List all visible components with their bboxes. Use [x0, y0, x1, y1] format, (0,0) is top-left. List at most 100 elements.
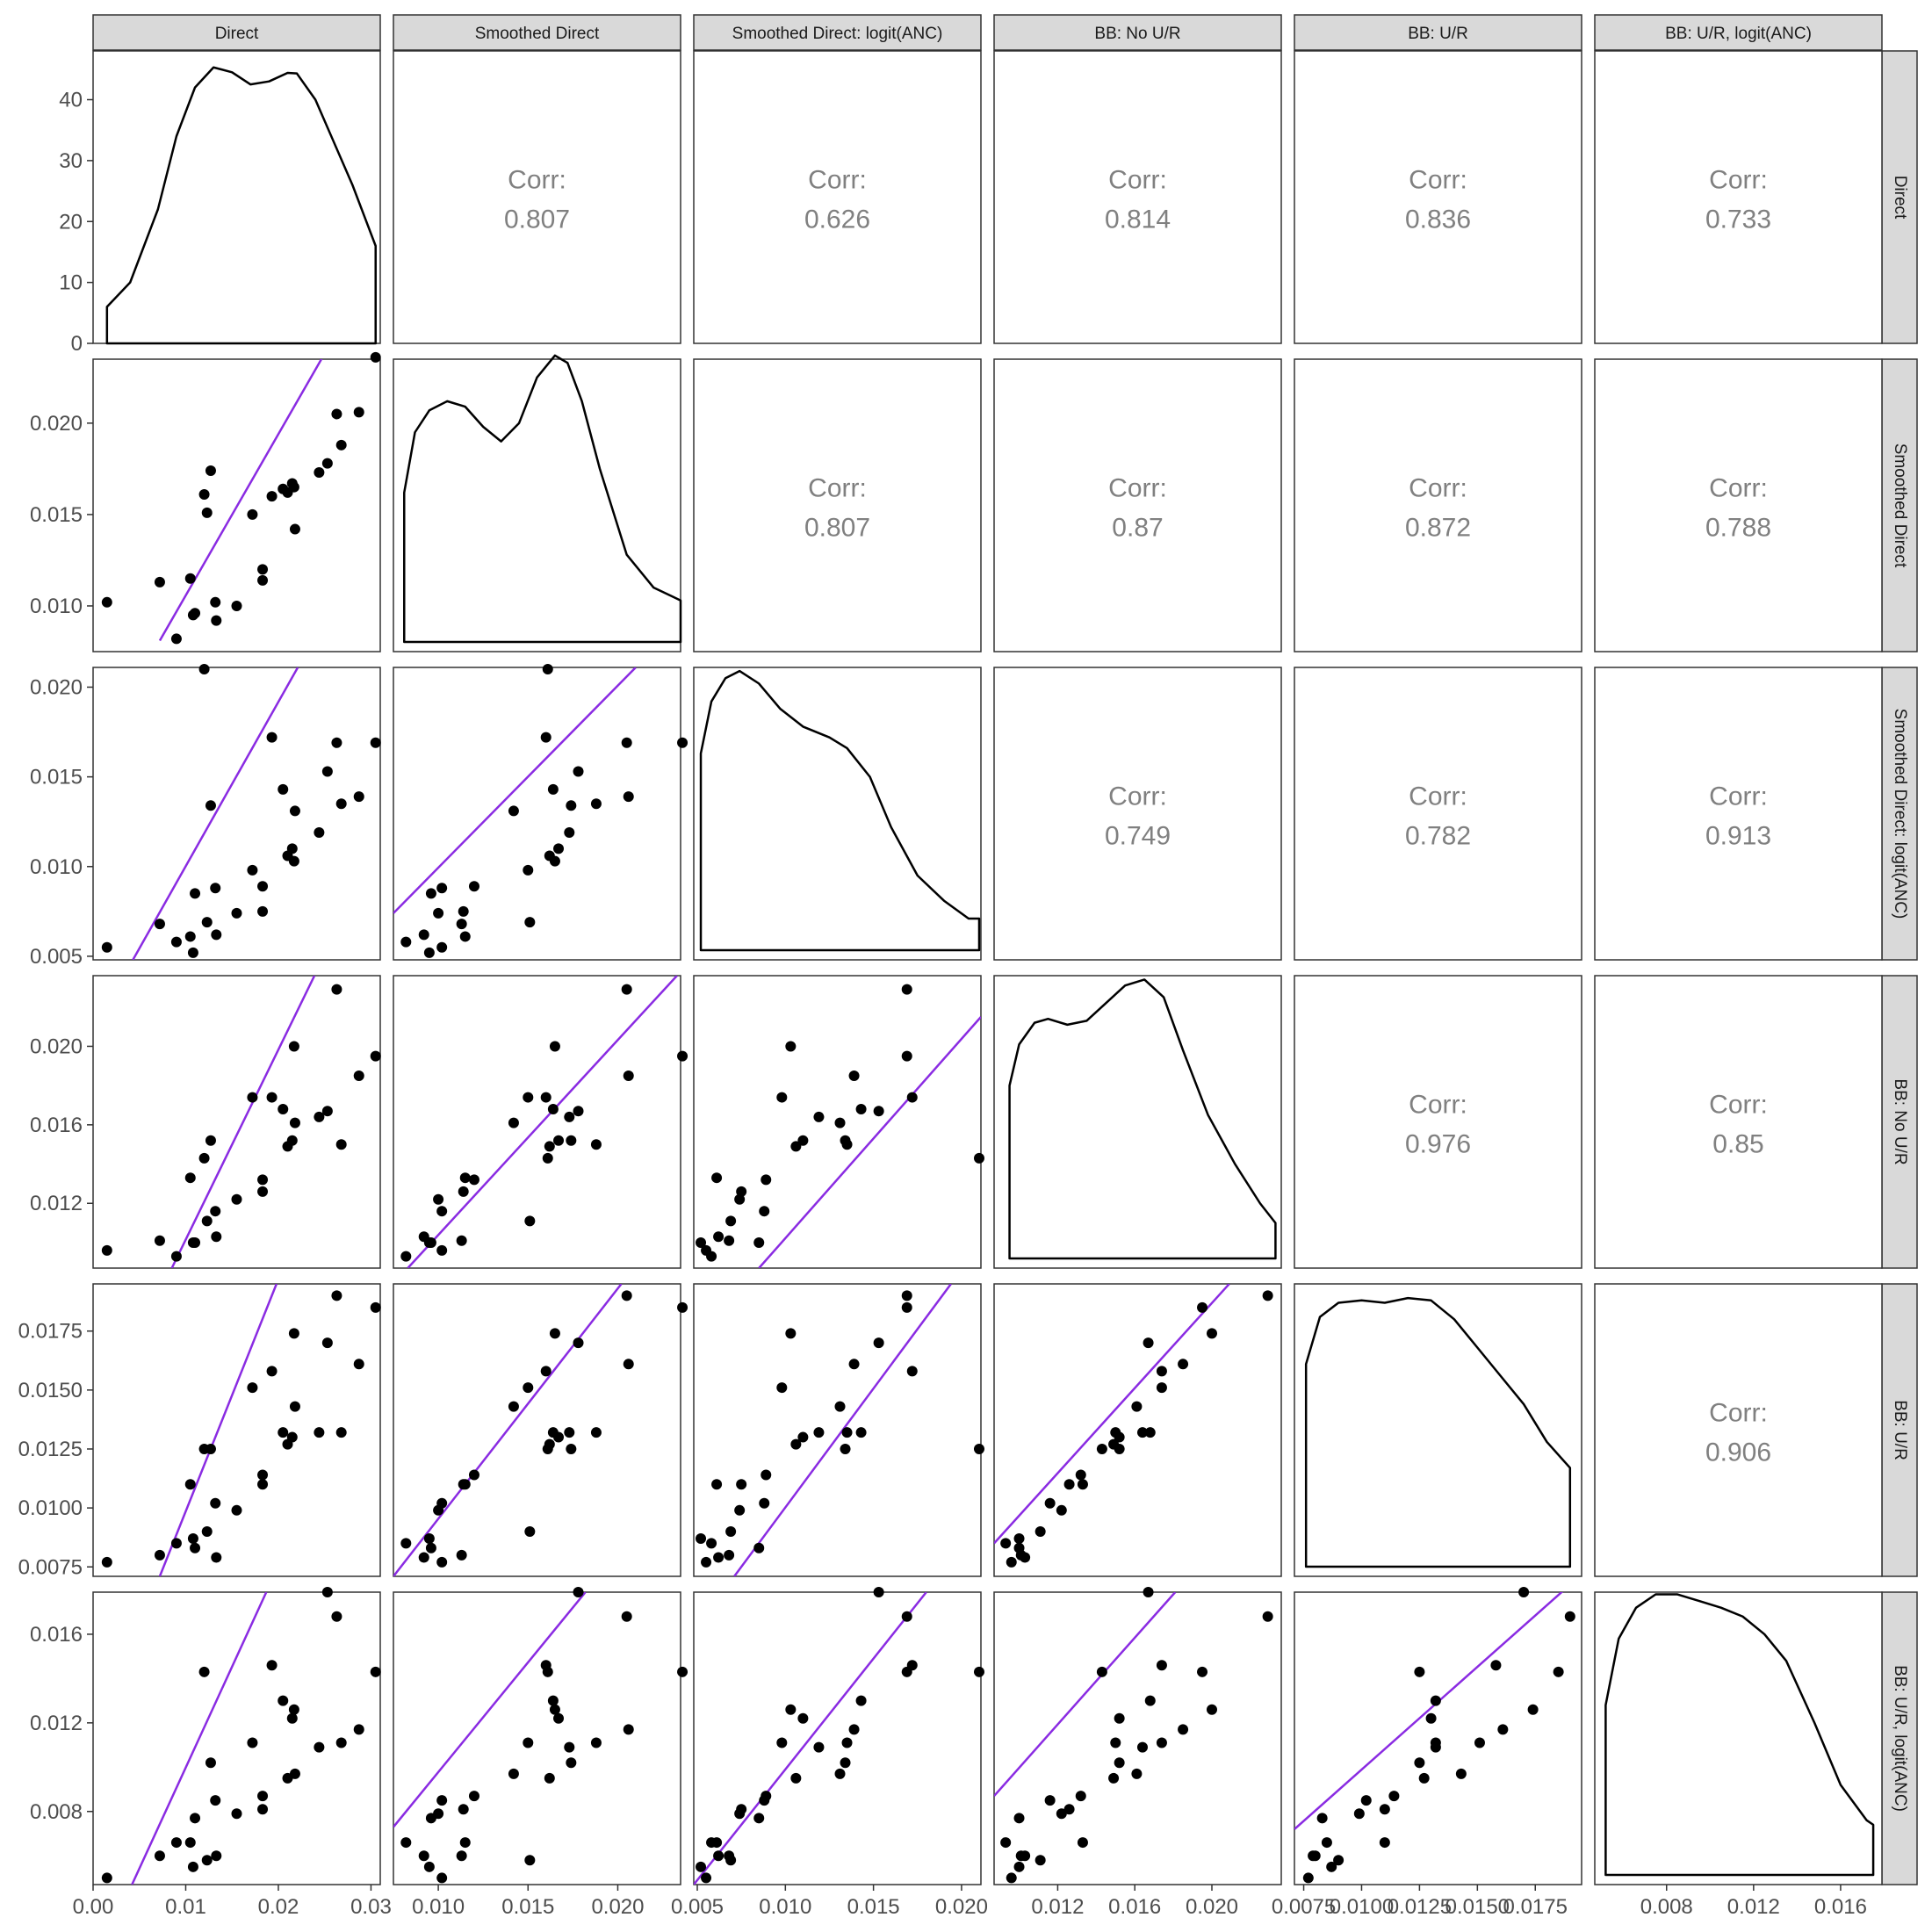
- data-point: [286, 1712, 298, 1724]
- data-point: [205, 1757, 216, 1769]
- data-point: [459, 1172, 471, 1184]
- y-tick-label: 0.0175: [18, 1320, 83, 1344]
- data-point: [101, 1244, 112, 1256]
- data-point: [790, 1438, 802, 1450]
- x-tick-label: 0.012: [1727, 1895, 1780, 1919]
- y-tick-label: 0.0100: [18, 1496, 83, 1520]
- data-point: [677, 1301, 688, 1313]
- data-point: [266, 1366, 278, 1377]
- x-tick-label: 0.020: [935, 1895, 988, 1919]
- data-point: [314, 1741, 325, 1753]
- data-point: [696, 1236, 707, 1248]
- data-point: [855, 1427, 867, 1438]
- data-point: [776, 1092, 788, 1103]
- y-tick-label: 0.0075: [18, 1555, 83, 1579]
- data-point: [190, 888, 201, 899]
- column-strip: [393, 14, 681, 51]
- data-point: [776, 1737, 788, 1748]
- data-point: [418, 1850, 429, 1862]
- data-point: [257, 564, 269, 575]
- x-tick-label: 0.016: [1108, 1895, 1161, 1919]
- data-point: [701, 1556, 712, 1568]
- corr-label: Corr:: [1409, 782, 1467, 811]
- data-point: [184, 931, 196, 942]
- data-point: [1418, 1772, 1430, 1784]
- data-point: [101, 1556, 112, 1568]
- data-point: [1527, 1704, 1539, 1715]
- data-point: [701, 1872, 712, 1884]
- data-point: [190, 1813, 201, 1824]
- data-point: [1108, 1438, 1120, 1450]
- data-point: [1353, 1808, 1365, 1820]
- data-point: [289, 1117, 300, 1128]
- data-point: [198, 489, 210, 501]
- x-tick-label: 0.008: [1640, 1895, 1693, 1919]
- data-point: [436, 1244, 448, 1256]
- data-point: [1302, 1872, 1314, 1884]
- data-point: [711, 1837, 723, 1849]
- data-point: [566, 1135, 577, 1146]
- panel: [393, 1591, 681, 1885]
- data-point: [1108, 1772, 1120, 1784]
- data-point: [190, 1542, 201, 1554]
- data-point: [314, 1111, 325, 1122]
- x-tick-label: 0.010: [412, 1895, 465, 1919]
- data-point: [458, 1804, 469, 1815]
- data-point: [314, 826, 325, 838]
- data-point: [540, 1092, 551, 1103]
- data-point: [1206, 1704, 1217, 1715]
- data-point: [873, 1106, 884, 1117]
- data-point: [901, 984, 912, 995]
- data-point: [456, 919, 467, 930]
- panel: [693, 50, 982, 344]
- data-point: [1144, 1695, 1156, 1706]
- data-point: [1075, 1469, 1086, 1481]
- data-point: [423, 947, 435, 958]
- data-point: [1114, 1757, 1125, 1769]
- fit-line: [158, 359, 323, 642]
- data-point: [1178, 1359, 1189, 1370]
- column-strip: [693, 14, 982, 51]
- data-point: [335, 439, 347, 451]
- panel: [1594, 667, 1883, 961]
- data-point: [553, 1712, 565, 1724]
- data-point: [906, 1366, 918, 1377]
- data-point: [468, 881, 479, 892]
- data-point: [257, 1186, 269, 1197]
- y-tick-label: 10: [59, 271, 83, 295]
- data-point: [187, 947, 198, 958]
- data-point: [266, 1660, 278, 1671]
- data-point: [1136, 1741, 1148, 1753]
- data-point: [834, 1768, 846, 1779]
- data-point: [696, 1861, 707, 1872]
- data-point: [198, 664, 210, 675]
- data-point: [335, 1139, 347, 1150]
- data-point: [547, 783, 559, 795]
- panel: [1294, 975, 1582, 1269]
- data-point: [1156, 1660, 1167, 1671]
- data-point: [901, 1666, 912, 1677]
- data-point: [761, 1791, 772, 1802]
- column-strip-label: BB: No U/R: [1094, 25, 1180, 43]
- corr-label: Corr:: [1709, 782, 1768, 811]
- data-point: [540, 1366, 551, 1377]
- data-point: [211, 1231, 222, 1243]
- data-point: [590, 798, 602, 810]
- x-tick-label: 0.015: [847, 1895, 900, 1919]
- data-point: [901, 1050, 912, 1062]
- data-point: [1013, 1813, 1025, 1824]
- data-point: [436, 1206, 448, 1217]
- y-tick-label: 0.012: [30, 1712, 83, 1735]
- data-point: [436, 941, 448, 953]
- data-point: [154, 1850, 165, 1862]
- row-strip-label: BB: U/R: [1891, 1400, 1909, 1460]
- data-point: [278, 1427, 289, 1438]
- data-point: [331, 408, 342, 420]
- data-point: [547, 1103, 559, 1114]
- data-point: [1455, 1768, 1467, 1779]
- data-point: [1553, 1666, 1564, 1677]
- data-point: [436, 1872, 448, 1884]
- data-point: [335, 1427, 347, 1438]
- column-strip: [92, 14, 381, 51]
- data-point: [288, 1704, 299, 1715]
